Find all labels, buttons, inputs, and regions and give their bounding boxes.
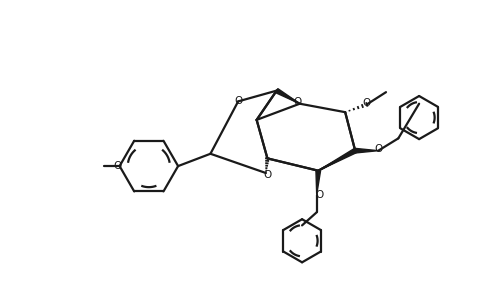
Polygon shape: [316, 170, 321, 195]
Text: O: O: [316, 190, 324, 200]
Text: O: O: [363, 98, 371, 108]
Text: O: O: [263, 170, 272, 180]
Polygon shape: [275, 89, 300, 104]
Text: O: O: [293, 97, 301, 107]
Text: O: O: [374, 144, 382, 154]
Polygon shape: [355, 148, 378, 153]
Text: O: O: [234, 96, 242, 106]
Polygon shape: [318, 149, 356, 171]
Text: O: O: [113, 161, 121, 171]
